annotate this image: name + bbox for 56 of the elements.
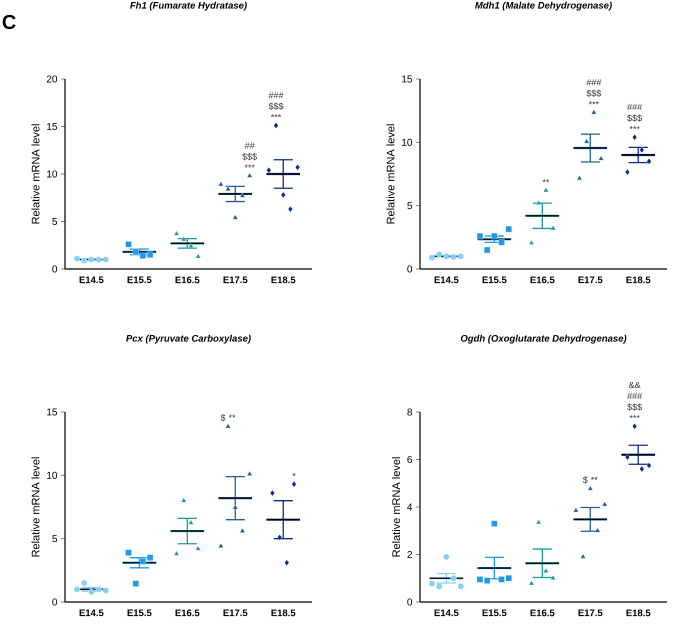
x-tick-label: E18.5 bbox=[626, 276, 650, 284]
y-tick-label: 20 bbox=[46, 75, 58, 83]
y-tick-label: 15 bbox=[402, 76, 412, 82]
y-tick-label: 4 bbox=[407, 504, 412, 510]
y-tick-label: 5 bbox=[52, 218, 58, 225]
y-tick-label: 15 bbox=[47, 408, 58, 416]
data-label: && ### $$$ *** bbox=[627, 382, 642, 418]
data-label: $ ** bbox=[582, 476, 598, 484]
x-tick-label: E16.5 bbox=[176, 610, 200, 616]
x-tick-label: E17.5 bbox=[578, 276, 602, 284]
y-axis-title: Relative mRNA level bbox=[31, 124, 40, 224]
x-tick-label: E18.5 bbox=[271, 610, 296, 616]
chart-title: Mdh1 (Malate Dehydrogenase) bbox=[475, 2, 612, 11]
chart-title: Ogdh (Oxoglutarate Dehydrogenase) bbox=[460, 334, 626, 344]
x-tick-label: E16.5 bbox=[530, 610, 554, 616]
x-tick-label: E17.5 bbox=[578, 610, 602, 616]
y-tick-label: 10 bbox=[47, 170, 58, 178]
data-label: ** bbox=[542, 179, 550, 182]
data-label: ### $$$ *** bbox=[586, 79, 602, 104]
x-tick-label: E15.5 bbox=[128, 610, 152, 616]
chart-title: Pcx (Pyruvate Carboxylase) bbox=[126, 334, 251, 344]
y-axis-title: Relative mRNA level bbox=[31, 457, 40, 557]
y-tick-label: 0 bbox=[52, 598, 58, 606]
data-label: $ ** bbox=[220, 414, 236, 422]
x-tick-label: E16.5 bbox=[176, 276, 200, 284]
data-label: ### $$$ *** bbox=[268, 92, 284, 118]
x-tick-label: E16.5 bbox=[530, 276, 554, 284]
x-tick-label: E14.5 bbox=[80, 276, 104, 284]
x-tick-label: E17.5 bbox=[223, 276, 248, 284]
x-tick-label: E14.5 bbox=[434, 610, 459, 616]
y-tick-label: 5 bbox=[52, 535, 58, 542]
y-tick-label: 6 bbox=[407, 456, 412, 464]
y-tick-label: 0 bbox=[407, 265, 412, 273]
x-tick-label: E15.5 bbox=[128, 276, 152, 284]
x-tick-label: E14.5 bbox=[80, 610, 104, 616]
y-tick-label: 5 bbox=[407, 202, 412, 210]
y-tick-label: 0 bbox=[52, 265, 58, 273]
data-label: * bbox=[292, 472, 296, 476]
y-axis-title: Relative mRNA level bbox=[392, 457, 400, 557]
chart-title: Fh1 (Fumarate Hydratase) bbox=[130, 2, 247, 11]
x-tick-label: E15.5 bbox=[482, 610, 506, 616]
y-tick-label: 15 bbox=[47, 123, 58, 130]
y-tick-label: 10 bbox=[402, 138, 412, 146]
data-label: ## $$$ *** bbox=[242, 142, 258, 168]
x-tick-label: E14.5 bbox=[434, 276, 459, 284]
y-tick-label: 10 bbox=[47, 472, 58, 479]
x-tick-label: E17.5 bbox=[223, 610, 248, 616]
y-tick-label: 0 bbox=[407, 598, 412, 606]
text: C bbox=[2, 14, 16, 30]
x-tick-label: E15.5 bbox=[482, 276, 506, 284]
y-tick-label: 2 bbox=[407, 551, 412, 558]
y-tick-label: 8 bbox=[407, 408, 412, 416]
y-axis-title: Relative mRNA level bbox=[386, 124, 394, 224]
x-tick-label: E18.5 bbox=[271, 276, 296, 284]
x-tick-label: E18.5 bbox=[626, 610, 650, 616]
data-label: ### $$$ *** bbox=[627, 104, 642, 130]
